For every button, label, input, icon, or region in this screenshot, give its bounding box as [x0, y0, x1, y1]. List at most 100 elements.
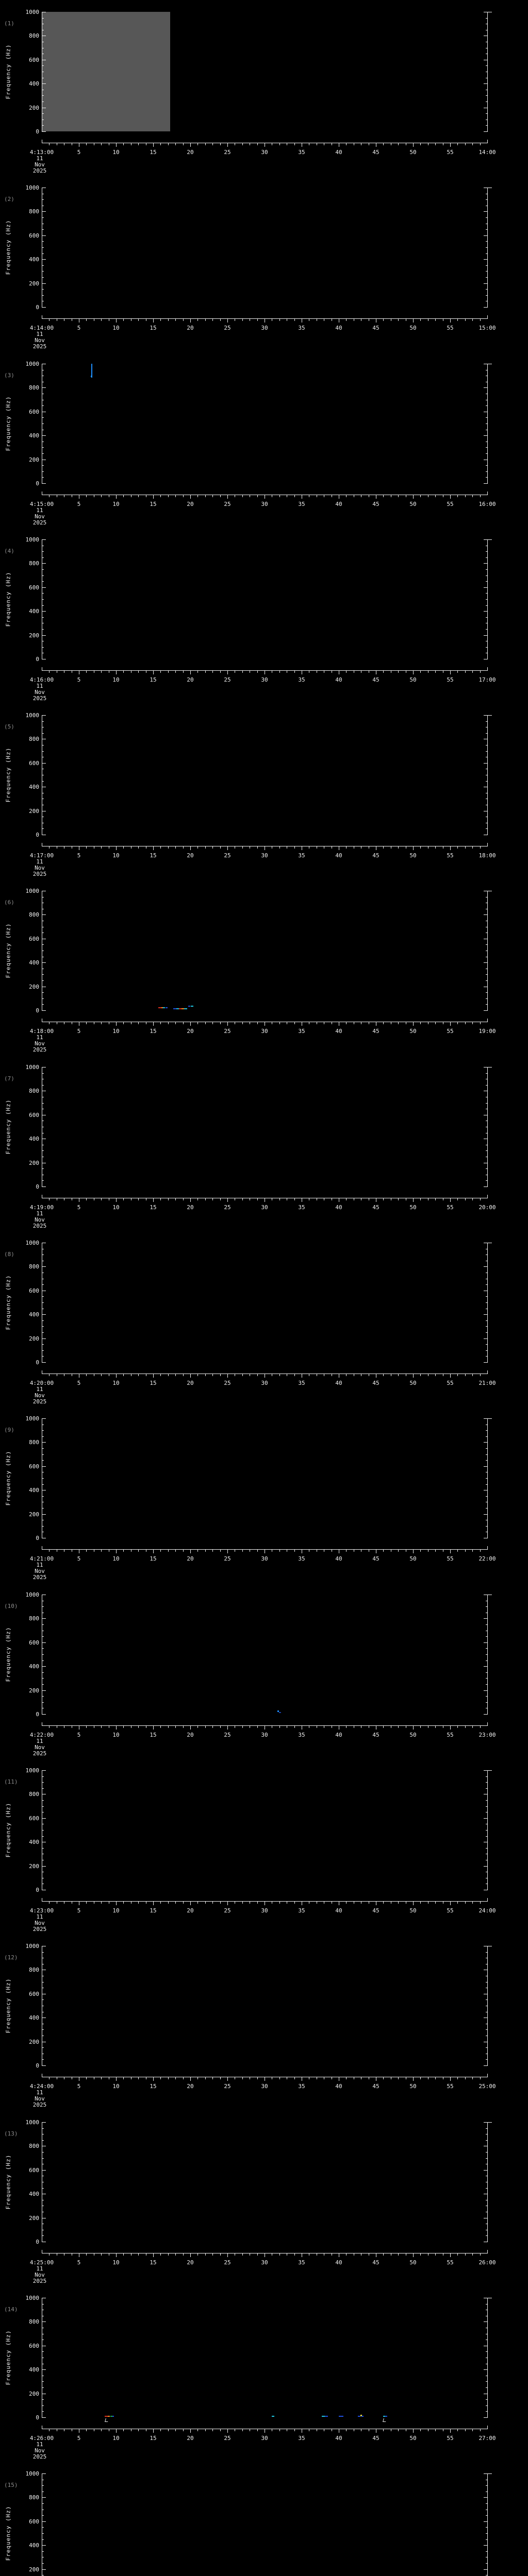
x-axis-tick — [398, 2077, 399, 2079]
x-axis-tick — [279, 1022, 280, 1024]
x-start-time-label: 4:14:00 — [29, 325, 54, 331]
y-axis-tick — [486, 2515, 487, 2516]
y-axis-tick — [486, 1085, 487, 1086]
y-axis-tick — [42, 2399, 44, 2400]
x-axis-tick — [138, 319, 139, 321]
x-tick-label: 5 — [77, 1555, 81, 1562]
x-axis-end-cap — [487, 2250, 488, 2253]
x-tick-label: 30 — [261, 676, 268, 683]
x-date-line: 2025 — [32, 2453, 47, 2460]
x-axis-tick — [435, 1022, 436, 1024]
panel-index-label: (8) — [4, 1251, 14, 1258]
y-axis-tick — [486, 2551, 487, 2552]
y-tick-label: 0 — [36, 1887, 39, 1893]
x-tick-label: 35 — [298, 676, 305, 683]
y-axis-tick — [42, 944, 44, 945]
x-axis-tick — [138, 1726, 139, 1728]
y-tick-label: 600 — [29, 584, 39, 591]
x-axis-tick — [413, 1374, 414, 1378]
x-axis-tick — [457, 2077, 458, 2079]
x-axis-tick — [116, 1374, 117, 1378]
x-tick-label: 20 — [187, 852, 194, 859]
x-axis-tick — [197, 143, 198, 145]
y-axis-tick — [486, 477, 487, 478]
y-axis-tick — [42, 1508, 44, 1509]
y-tick-label: 200 — [29, 2566, 39, 2573]
y-tick-label: 0 — [36, 1711, 39, 1718]
x-axis-tick — [242, 143, 243, 145]
x-axis-tick — [138, 1902, 139, 1904]
y-axis-right-line — [487, 2122, 488, 2242]
x-tick-label: 20 — [187, 1380, 194, 1386]
x-end-time-label: 26:00 — [478, 2259, 496, 2266]
y-axis-tick — [484, 1442, 487, 1443]
y-axis-title-text: Frequency (Hz) — [5, 219, 12, 275]
y-tick-label: 1000 — [25, 2470, 40, 2477]
x-axis-tick — [480, 495, 481, 497]
y-axis-tick — [486, 2503, 487, 2504]
y-axis-title-text: Frequency (Hz) — [5, 2505, 12, 2561]
y-tick-label: 1000 — [25, 1064, 40, 1071]
x-axis-tick — [183, 1198, 184, 1200]
y-axis-tick — [42, 2411, 44, 2412]
y-axis-title-text: Frequency (Hz) — [5, 2154, 12, 2210]
x-tick-label: 30 — [261, 1907, 268, 1914]
y-axis-tick — [42, 65, 44, 66]
x-axis-tick — [435, 1198, 436, 1200]
x-axis-tick — [138, 2077, 139, 2079]
x-axis-tick — [138, 2429, 139, 2431]
x-tick-label: 5 — [77, 325, 81, 331]
x-axis-tick — [383, 2253, 384, 2256]
x-tick-label: 15 — [150, 2435, 157, 2442]
x-tick-label: 25 — [224, 852, 231, 859]
x-axis-tick — [257, 1374, 258, 1376]
x-axis-tick — [465, 671, 466, 673]
y-axis-tick — [486, 1672, 487, 1673]
panel-index-label: (9) — [4, 1427, 14, 1433]
y-tick-label: 1000 — [25, 2295, 40, 2301]
y-axis-tick — [42, 1004, 44, 1005]
x-axis-tick — [183, 143, 184, 145]
y-tick-label: 0 — [36, 1183, 39, 1190]
y-tick-label: 200 — [29, 1511, 39, 1518]
x-axis-tick — [242, 319, 243, 321]
x-tick-label: 5 — [77, 501, 81, 507]
x-axis-tick — [175, 1550, 176, 1552]
y-axis-tick — [42, 1806, 44, 1807]
event-mark — [322, 2416, 325, 2417]
x-axis-tick — [420, 671, 421, 673]
y-axis-tick — [486, 277, 487, 278]
x-date-line: 2025 — [32, 2102, 47, 2108]
event-mark — [361, 2416, 364, 2417]
x-end-time-label: 16:00 — [478, 501, 496, 507]
y-tick-label: 0 — [36, 480, 39, 487]
y-axis-tick — [42, 611, 46, 612]
y-axis-tick — [484, 2065, 487, 2066]
y-axis-tick — [42, 2170, 46, 2171]
x-axis-tick — [480, 1726, 481, 1728]
x-start-time-label: 4:23:00 — [29, 1907, 54, 1914]
x-tick-label: 35 — [298, 1204, 305, 1211]
x-axis-tick — [383, 2077, 384, 2079]
y-tick-label: 800 — [29, 32, 39, 39]
x-axis-tick — [465, 2429, 466, 2431]
x-axis-tick — [190, 2253, 191, 2257]
y-tick-label: 0 — [36, 2062, 39, 2069]
x-tick-label: 55 — [447, 149, 454, 156]
x-axis-tick — [465, 1374, 466, 1376]
y-tick-label: 0 — [36, 128, 39, 135]
x-axis-tick — [257, 143, 258, 145]
y-tick-label: 200 — [29, 1687, 39, 1694]
y-axis-tick — [486, 1660, 487, 1661]
x-tick-label: 50 — [409, 2259, 417, 2266]
x-axis-tick — [183, 1374, 184, 1376]
x-axis-tick — [160, 2077, 161, 2079]
panel-index-label: (3) — [4, 372, 14, 379]
y-axis-tick — [42, 1010, 46, 1011]
x-axis-tick — [220, 143, 221, 145]
x-axis-tick — [294, 495, 295, 497]
y-axis-tick — [486, 265, 487, 266]
y-axis-tick — [42, 763, 46, 764]
x-axis-tick — [123, 1022, 124, 1024]
y-axis-tick — [486, 241, 487, 242]
